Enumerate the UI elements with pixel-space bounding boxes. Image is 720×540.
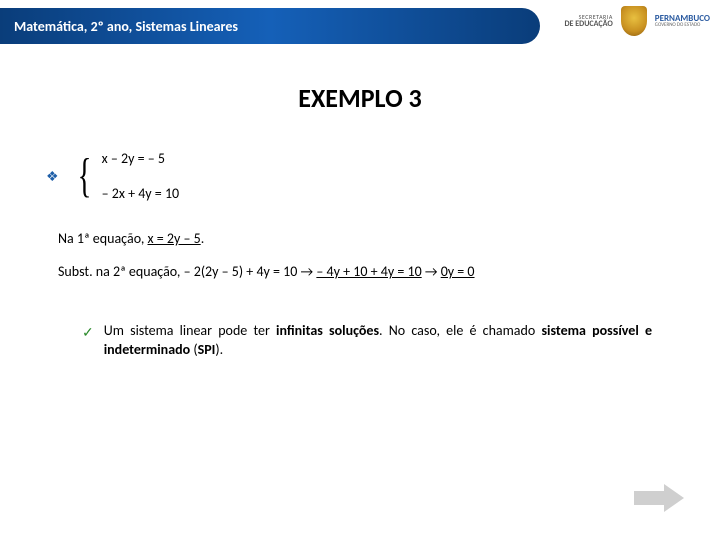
step2-underlined-1: – 4y + 10 + 4y = 10: [316, 263, 421, 280]
shield-icon: [621, 6, 647, 36]
slide-header: Matemática, 2º ano, Sistemas Lineares SE…: [0, 0, 720, 52]
equation-2: – 2x + 4y = 10: [102, 185, 180, 202]
step2-underlined-2: 0y = 0: [441, 263, 475, 280]
example-title: EXEMPLO 3: [40, 82, 680, 114]
next-arrow-icon[interactable]: [634, 484, 684, 512]
step-line-2: Subst. na 2ª equação, – 2(2y – 5) + 4y =…: [58, 263, 680, 280]
diamond-bullet-icon: ❖: [46, 168, 59, 185]
header-logos: SECRETARIA DE EDUCAÇÃO PERNAMBUCO GOVERN…: [565, 6, 711, 36]
brace-group: { x – 2y = – 5 – 2x + 4y = 10: [73, 150, 180, 202]
step-line-1: Na 1ª equação, x = 2y – 5.: [58, 230, 680, 247]
note-block: ✓ Um sistema linear pode ter infinitas s…: [82, 322, 652, 360]
equation-1: x – 2y = – 5: [102, 150, 180, 167]
check-icon: ✓: [82, 324, 94, 341]
logo-secretaria: SECRETARIA DE EDUCAÇÃO: [565, 14, 613, 28]
header-title: Matemática, 2º ano, Sistemas Lineares: [14, 18, 238, 35]
logo-pernambuco: PERNAMBUCO GOVERNO DO ESTADO: [655, 14, 710, 28]
equation-system: ❖ { x – 2y = – 5 – 2x + 4y = 10: [46, 150, 680, 202]
slide-content: EXEMPLO 3 ❖ { x – 2y = – 5 – 2x + 4y = 1…: [0, 52, 720, 380]
equations: x – 2y = – 5 – 2x + 4y = 10: [102, 150, 180, 202]
header-ribbon: Matemática, 2º ano, Sistemas Lineares: [0, 8, 540, 44]
note-text: Um sistema linear pode ter infinitas sol…: [104, 322, 652, 360]
step1-underlined: x = 2y – 5: [147, 230, 200, 247]
left-brace-icon: {: [77, 157, 91, 195]
